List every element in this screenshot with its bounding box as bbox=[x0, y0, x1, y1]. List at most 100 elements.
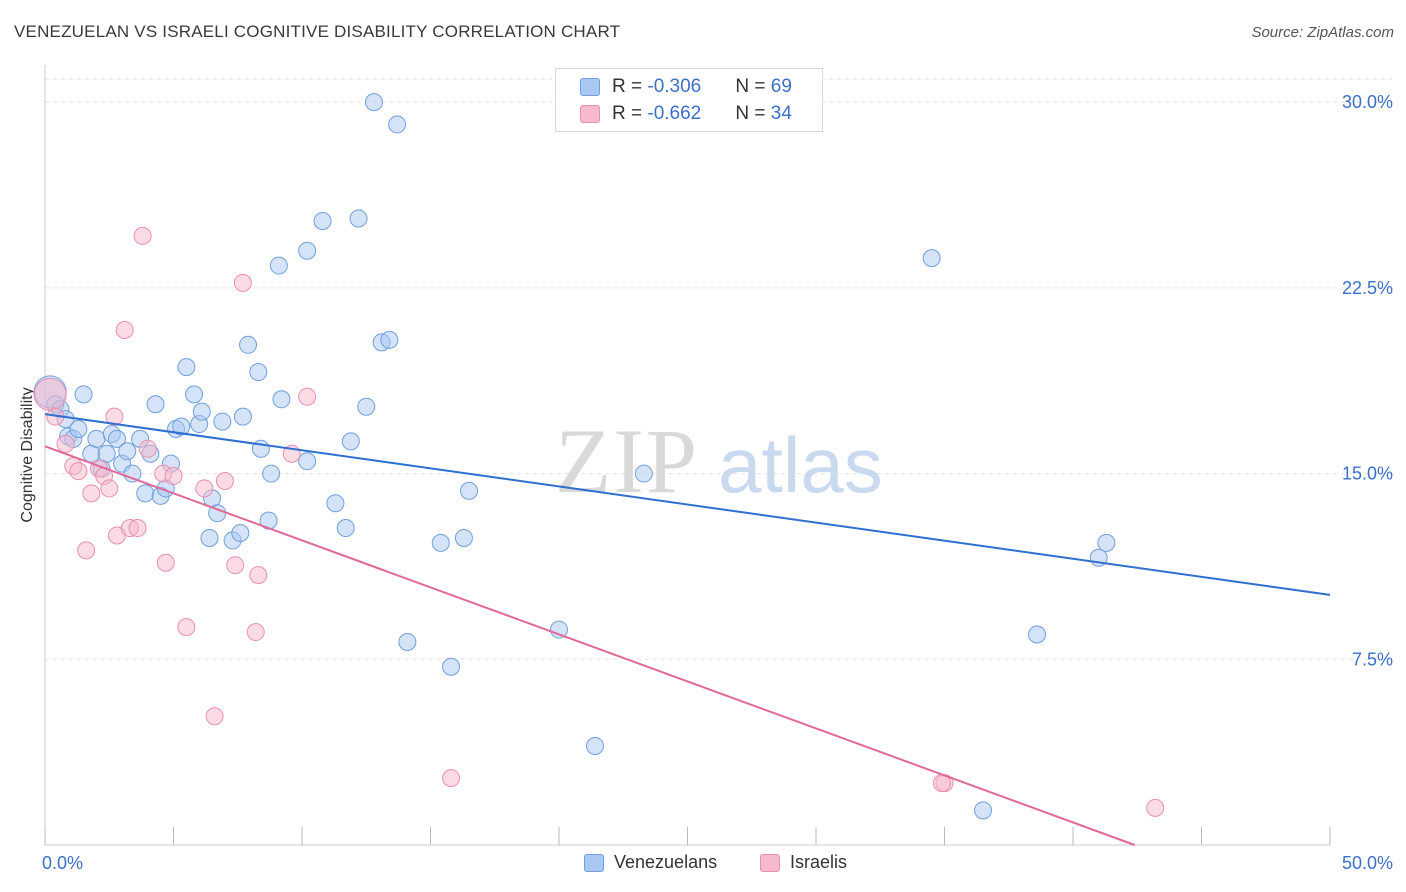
israelis-point bbox=[128, 519, 147, 538]
venezuelans-point bbox=[123, 464, 142, 483]
venezuelans-point bbox=[922, 249, 941, 268]
israelis-point bbox=[298, 387, 317, 406]
venezuelans-point bbox=[341, 432, 360, 451]
israelis-point bbox=[133, 226, 152, 245]
legend-r-value: -0.662 bbox=[647, 103, 702, 124]
venezuelans-point bbox=[269, 256, 288, 275]
trendline-venezuelans bbox=[44, 413, 1331, 596]
venezuelans-point bbox=[298, 452, 317, 471]
venezuelans-point bbox=[431, 533, 450, 552]
venezuelans-point bbox=[272, 390, 291, 409]
venezuelans-point bbox=[974, 801, 993, 820]
venezuelans-point bbox=[172, 417, 191, 436]
venezuelans-point bbox=[357, 397, 376, 416]
israelis-point bbox=[205, 707, 224, 726]
venezuelans-point bbox=[460, 481, 479, 500]
venezuelans-point bbox=[388, 115, 407, 134]
israelis-point bbox=[1146, 798, 1165, 817]
tick-labels: 7.5% 15.0% 22.5% 30.0% 0.0% 50.0% bbox=[42, 92, 1393, 873]
venezuelans-point bbox=[213, 412, 232, 431]
venezuelans-point bbox=[442, 657, 461, 676]
venezuelans-point bbox=[231, 524, 250, 542]
source-label: Source: ZipAtlas.com bbox=[1251, 24, 1394, 41]
legend-r-label: R = bbox=[612, 76, 648, 97]
israelis-point bbox=[177, 618, 196, 637]
y-tick-label: 7.5% bbox=[1352, 649, 1393, 669]
series-legend-israelis: Israelis bbox=[760, 852, 847, 873]
israelis-point bbox=[105, 407, 124, 426]
venezuelans-point bbox=[233, 407, 252, 426]
y-tick-label: 30.0% bbox=[1342, 92, 1393, 112]
venezuelans-point bbox=[380, 330, 399, 349]
venezuelans-point bbox=[97, 444, 116, 463]
y-tick-label: 15.0% bbox=[1342, 464, 1393, 484]
israelis-point bbox=[115, 320, 134, 339]
correlation-legend: R = -0.306 N = 69 R = -0.662 N = 34 bbox=[555, 68, 823, 132]
venezuelans-point bbox=[69, 420, 88, 438]
venezuelans-point bbox=[364, 93, 383, 112]
israelis-point bbox=[56, 434, 75, 453]
venezuelans-point bbox=[454, 528, 473, 547]
venezuelans-point bbox=[1028, 625, 1047, 644]
venezuelans-point bbox=[336, 519, 355, 538]
venezuelans-point bbox=[239, 335, 258, 354]
chart-title: VENEZUELAN VS ISRAELI COGNITIVE DISABILI… bbox=[14, 22, 621, 41]
venezuelans-point bbox=[398, 632, 417, 651]
y-tick-label: 22.5% bbox=[1342, 278, 1393, 298]
venezuelans-point bbox=[634, 464, 653, 483]
israelis-point bbox=[195, 479, 214, 498]
israelis-point bbox=[442, 769, 461, 788]
venezuelans-point bbox=[185, 385, 204, 404]
x-tick-label: 50.0% bbox=[1342, 853, 1393, 873]
venezuelans-point bbox=[585, 736, 604, 755]
legend-n-value: 34 bbox=[770, 103, 792, 124]
series-legend-venezuelans: Venezuelans bbox=[584, 852, 717, 873]
series-swatch-venezuelans bbox=[584, 853, 604, 872]
venezuelans-point bbox=[74, 385, 93, 404]
israelis-point bbox=[226, 556, 245, 575]
legend-n-value: 69 bbox=[770, 76, 792, 97]
legend-r-label: R = bbox=[612, 103, 648, 124]
venezuelans-point bbox=[249, 363, 268, 382]
watermark: ZIP atlas bbox=[555, 410, 883, 512]
israelis-points bbox=[33, 226, 1165, 817]
venezuelans-point bbox=[146, 395, 165, 414]
axes bbox=[44, 65, 1331, 846]
venezuelans-point bbox=[298, 241, 317, 260]
series-swatch-israelis bbox=[760, 853, 780, 872]
venezuelans-point bbox=[118, 442, 137, 461]
legend-swatch-venezuelans bbox=[580, 78, 600, 96]
series-legend: Venezuelans Israelis bbox=[0, 852, 1406, 878]
israelis-point bbox=[100, 479, 119, 498]
venezuelans-point bbox=[326, 494, 345, 513]
israelis-point bbox=[215, 472, 234, 490]
israelis-point bbox=[82, 484, 101, 503]
x-tick-label: 0.0% bbox=[42, 853, 83, 873]
venezuelans-point bbox=[349, 209, 368, 228]
legend-r-value: -0.306 bbox=[647, 76, 702, 97]
legend-row-israelis: R = -0.662 N = 34 bbox=[580, 102, 792, 126]
israelis-point bbox=[156, 553, 175, 572]
israelis-point bbox=[69, 462, 88, 481]
legend-n-label: N = bbox=[735, 103, 771, 124]
trend-lines bbox=[44, 413, 1331, 846]
venezuelans-point bbox=[107, 429, 126, 448]
israelis-point bbox=[164, 467, 183, 486]
venezuelans-point bbox=[177, 358, 196, 377]
israelis-point bbox=[77, 541, 96, 560]
legend-swatch-israelis bbox=[580, 105, 600, 123]
trendline-israelis bbox=[44, 445, 1136, 846]
legend-n-label: N = bbox=[735, 76, 771, 97]
venezuelans-point bbox=[200, 528, 219, 547]
israelis-point bbox=[233, 273, 252, 292]
venezuelans-point bbox=[313, 212, 332, 230]
venezuelans-point bbox=[136, 484, 155, 503]
israelis-point bbox=[249, 566, 268, 585]
venezuelans-point bbox=[1097, 533, 1116, 552]
series-label-israelis: Israelis bbox=[790, 852, 848, 872]
grid-lines bbox=[45, 78, 1392, 660]
israelis-point bbox=[33, 377, 67, 411]
venezuelans-point bbox=[87, 429, 106, 448]
venezuelans-point bbox=[192, 402, 211, 421]
